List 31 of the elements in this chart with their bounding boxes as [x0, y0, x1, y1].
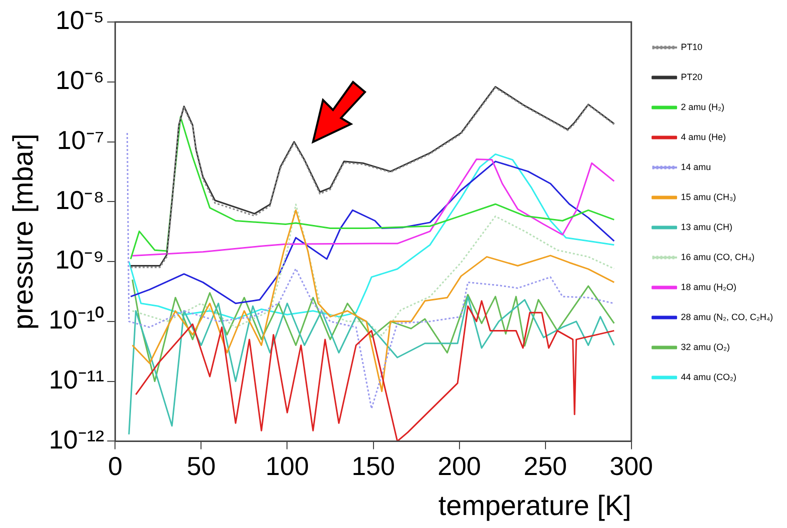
x-tick-label: 300: [610, 450, 654, 481]
y-axis-title: pressure [mbar]: [8, 134, 39, 330]
legend-label: 15 amu (CH₃): [680, 192, 736, 202]
legend-label: PT20: [680, 72, 702, 82]
legend-label: 32 amu (O₂): [680, 342, 730, 352]
legend-label: PT10: [680, 42, 702, 52]
x-tick-label: 250: [524, 450, 567, 481]
x-tick-label: 0: [108, 450, 122, 481]
y-tick-label: 10⁻¹¹: [48, 364, 105, 394]
y-tick-label: 10⁻¹⁰: [48, 304, 104, 335]
x-tick-label: 100: [266, 450, 309, 481]
x-axis-title: temperature [K]: [438, 490, 632, 521]
line-series: [126, 132, 615, 410]
x-tick-label: 50: [186, 450, 216, 481]
legend-label: 28 amu (N₂, CO, C₂H₄): [680, 312, 774, 322]
legend-label: 13 amu (CH): [680, 222, 732, 232]
y-tick-label: 10⁻⁶: [56, 65, 104, 96]
line-series: [132, 204, 615, 336]
legend-label: 2 amu (H₂): [680, 102, 724, 112]
legend-label: 44 amu (CO₂): [680, 372, 736, 382]
y-tick-label: 10⁻⁸: [55, 184, 104, 215]
legend-label: 4 amu (He): [680, 132, 726, 142]
y-tick-label: 10⁻⁵: [55, 5, 104, 36]
x-tick-label: 200: [438, 450, 481, 481]
y-tick-label: 10⁻¹²: [48, 424, 105, 454]
legend-label: 18 amu (H₂O): [680, 282, 736, 292]
y-tick-label: 10⁻⁷: [56, 124, 104, 155]
x-tick-label: 150: [352, 450, 395, 481]
legend-label: 14 amu: [680, 162, 711, 172]
y-tick-label: 10⁻⁹: [55, 244, 104, 275]
legend-label: 16 amu (CO, CH₄): [680, 252, 755, 262]
